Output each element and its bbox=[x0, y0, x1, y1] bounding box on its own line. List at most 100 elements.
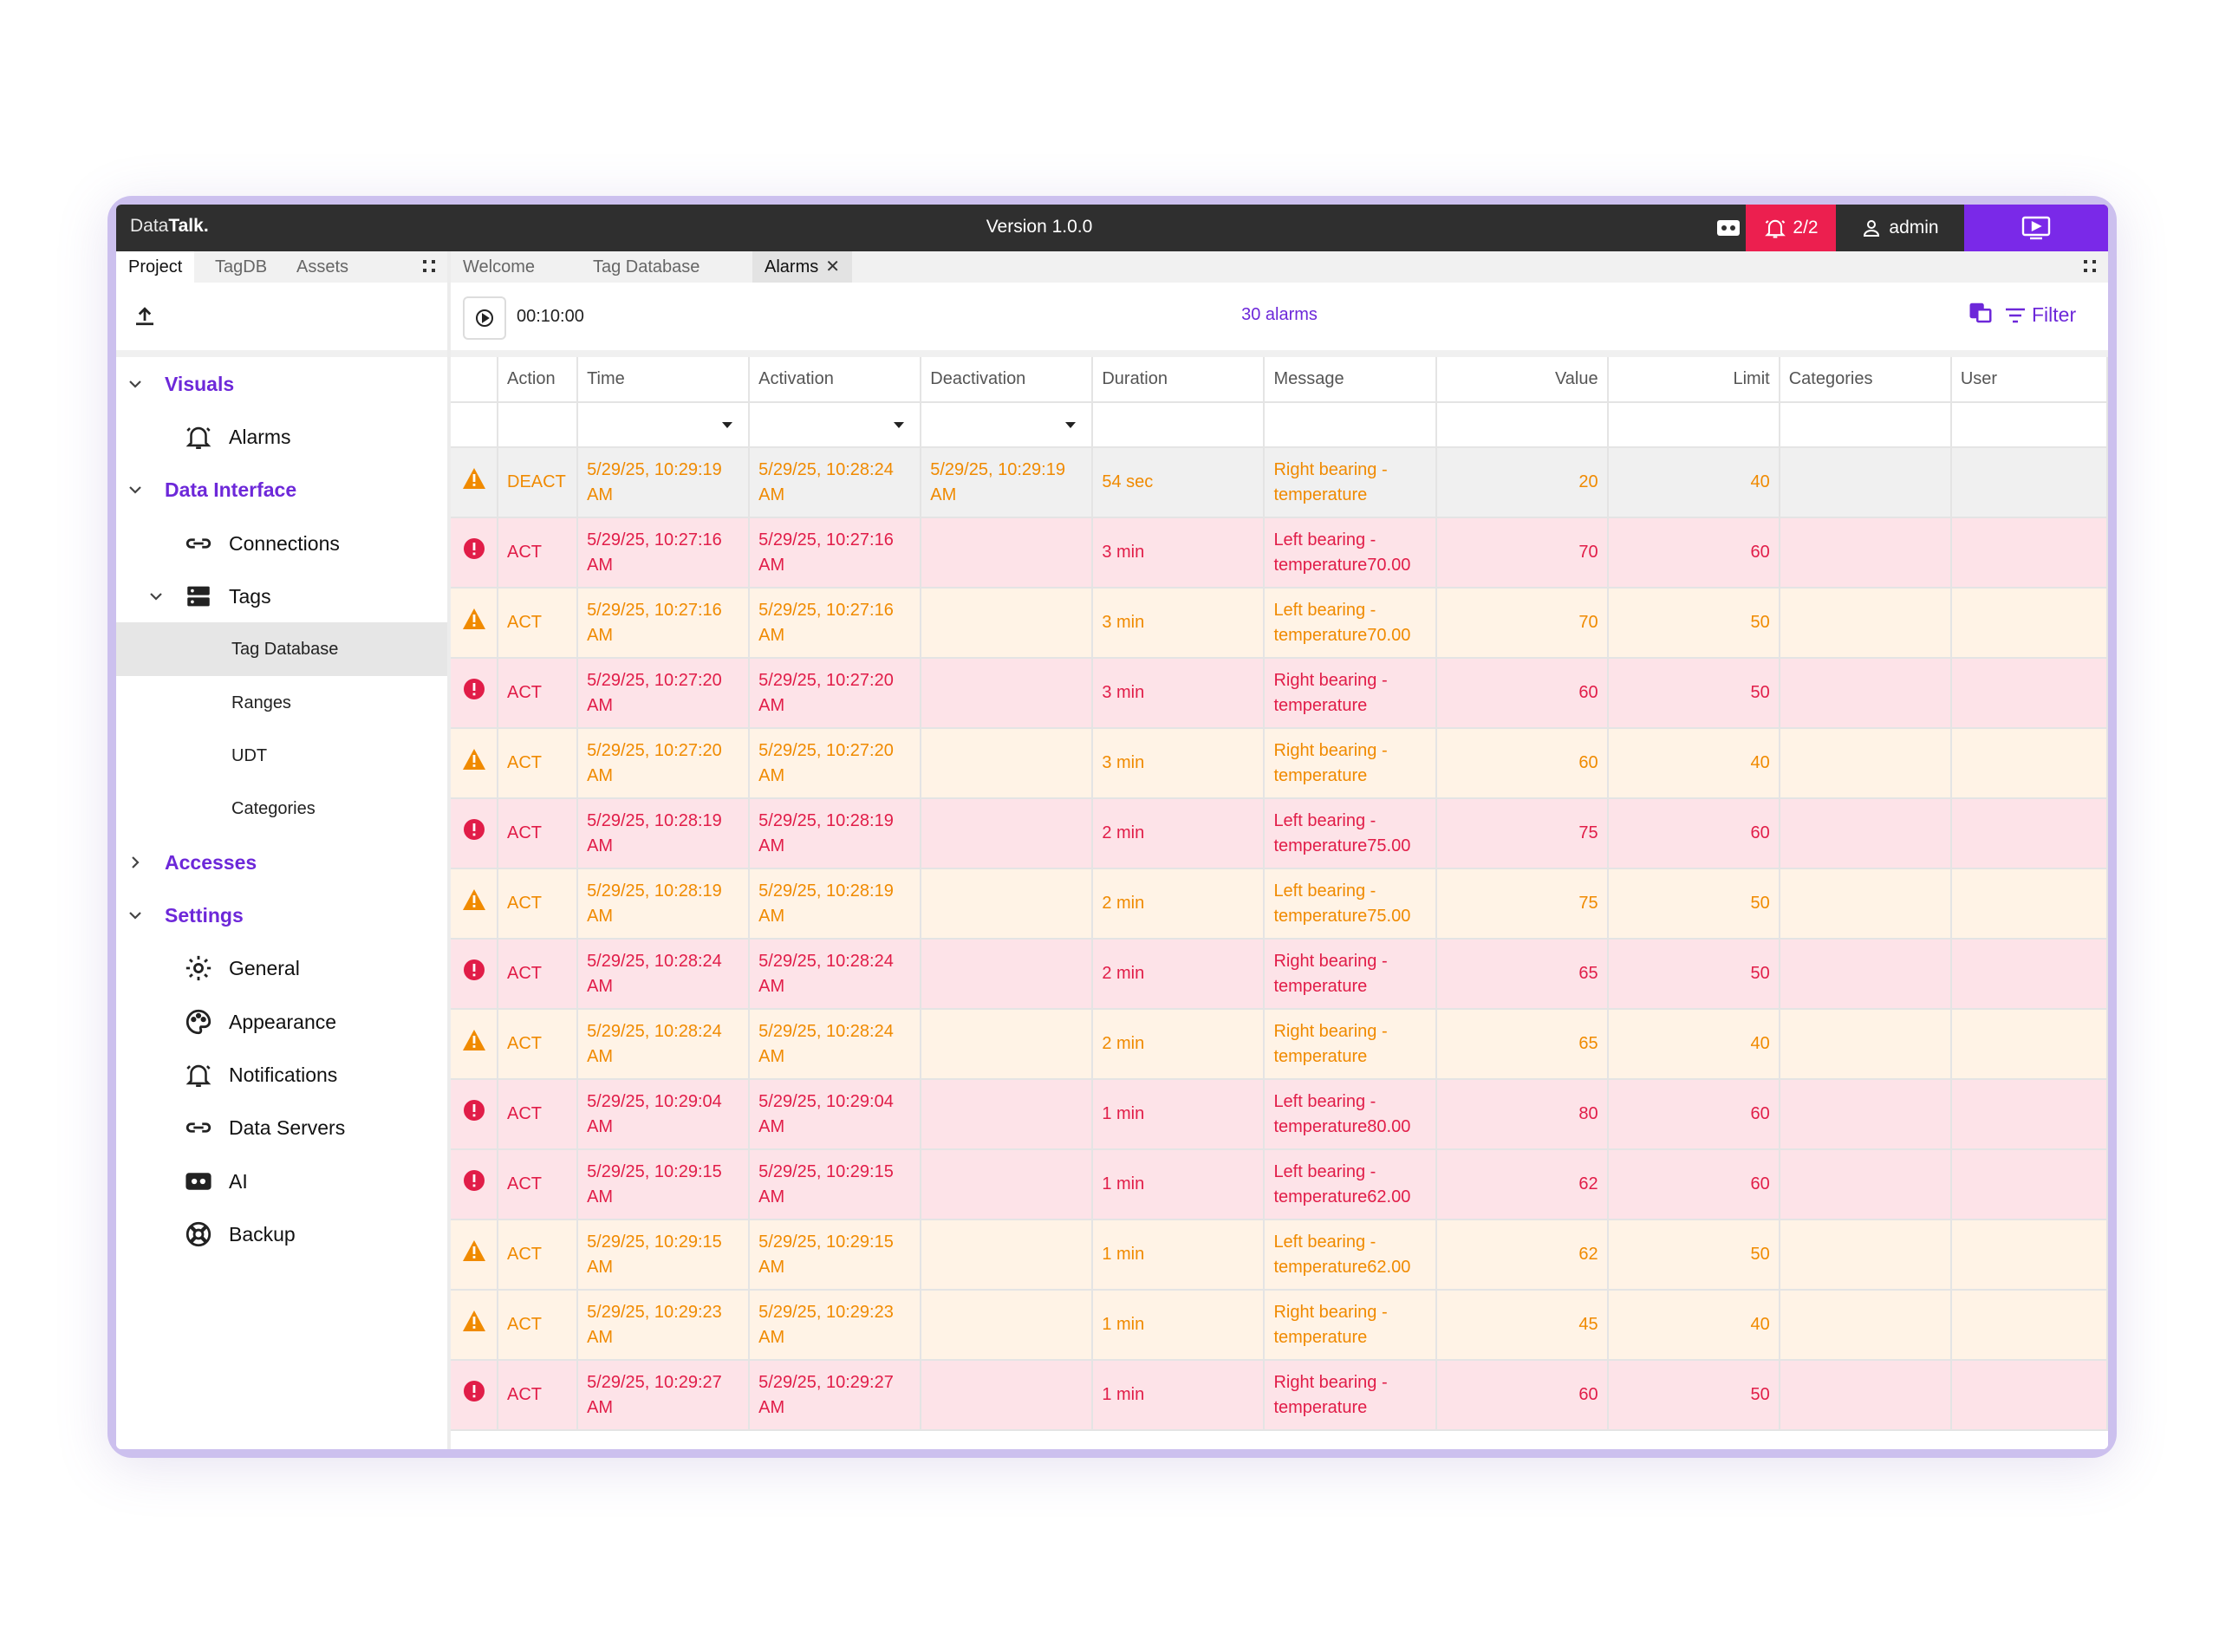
tab-assets[interactable]: Assets bbox=[296, 257, 349, 276]
column-header-time[interactable]: Time bbox=[577, 357, 751, 403]
table-row[interactable]: ACT 5/29/25, 10:27:16 AM 5/29/25, 10:27:16 A… bbox=[451, 517, 2108, 589]
tree-section-data-interface[interactable]: Data Interface bbox=[116, 463, 447, 517]
tree-item-backup[interactable]: Backup bbox=[116, 1207, 447, 1261]
time-ampm: AM bbox=[587, 906, 614, 926]
tree-item-notifications[interactable]: Notifications bbox=[116, 1048, 447, 1102]
limit-text: 50 bbox=[1750, 894, 1770, 913]
duration-text: 2 min bbox=[1102, 1034, 1145, 1053]
user-cell bbox=[1950, 1149, 2108, 1220]
table-row[interactable]: ACT 5/29/25, 10:29:15 AM 5/29/25, 10:29:15 A… bbox=[451, 1219, 2108, 1291]
expand-panel-icon[interactable] bbox=[421, 258, 437, 274]
tree-item-general[interactable]: General bbox=[116, 941, 447, 995]
tab-tagdb[interactable]: TagDB bbox=[215, 257, 268, 276]
tree-section-accesses[interactable]: Accesses bbox=[116, 836, 447, 889]
activation-ampm: AM bbox=[758, 976, 785, 996]
table-row[interactable]: ACT 5/29/25, 10:28:24 AM 5/29/25, 10:28:24 A… bbox=[451, 939, 2108, 1010]
tree-item-categories[interactable]: Categories bbox=[116, 782, 447, 836]
tree-item-ranges[interactable]: Ranges bbox=[116, 676, 447, 730]
runtime-view-button[interactable] bbox=[1964, 205, 2108, 251]
tree-item-tags[interactable]: Tags bbox=[116, 569, 447, 623]
column-header-categories[interactable]: Categories bbox=[1779, 357, 1952, 403]
activation-date: 5/29/25, 10:29:23 bbox=[758, 1302, 894, 1322]
time-ampm: AM bbox=[587, 1257, 614, 1277]
tab-alarms[interactable]: Alarms ✕ bbox=[752, 251, 852, 283]
activation-filter-dropdown[interactable] bbox=[749, 402, 922, 448]
time-cell: 5/29/25, 10:27:20 AM bbox=[577, 658, 751, 729]
table-row[interactable]: ACT 5/29/25, 10:29:04 AM 5/29/25, 10:29:04 A… bbox=[451, 1079, 2108, 1150]
table-row[interactable]: ACT 5/29/25, 10:29:23 AM 5/29/25, 10:29:23 A… bbox=[451, 1290, 2108, 1361]
alarm-toolbar: 00:10:00 30 alarms Filter bbox=[451, 283, 2108, 350]
column-header-message[interactable]: Message bbox=[1264, 357, 1437, 403]
column-header-limit[interactable]: Limit bbox=[1607, 357, 1780, 403]
activation-date: 5/29/25, 10:27:20 bbox=[758, 670, 894, 690]
filter-cell[interactable] bbox=[1779, 402, 1952, 448]
active-alarms-button[interactable]: 2/2 bbox=[1746, 205, 1836, 251]
duration-text: 2 min bbox=[1102, 964, 1145, 983]
ai-assistant-button[interactable] bbox=[1694, 205, 1763, 251]
tree-item-udt[interactable]: UDT bbox=[116, 729, 447, 783]
tab-welcome[interactable]: Welcome bbox=[463, 257, 535, 276]
expand-panel-icon[interactable] bbox=[2082, 258, 2098, 274]
alarm-badge-count: 2/2 bbox=[1793, 218, 1819, 237]
table-row[interactable]: ACT 5/29/25, 10:27:16 AM 5/29/25, 10:27:16 A… bbox=[451, 588, 2108, 659]
deactivation-cell bbox=[921, 939, 1094, 1010]
table-row[interactable]: ACT 5/29/25, 10:28:19 AM 5/29/25, 10:28:19 A… bbox=[451, 798, 2108, 869]
limit-cell: 60 bbox=[1607, 1079, 1780, 1150]
activation-date: 5/29/25, 10:28:24 bbox=[758, 951, 894, 971]
alarm-circle-icon bbox=[462, 817, 486, 849]
tree-item-tag-database[interactable]: Tag Database bbox=[116, 622, 447, 676]
close-tab-icon[interactable]: ✕ bbox=[825, 257, 840, 276]
column-header-duration[interactable]: Duration bbox=[1092, 357, 1266, 403]
deactivation-cell bbox=[921, 1219, 1094, 1291]
play-button[interactable] bbox=[463, 296, 506, 340]
deactivation-filter-dropdown[interactable] bbox=[921, 402, 1094, 448]
value-cell: 70 bbox=[1435, 588, 1609, 659]
column-header-deactivation[interactable]: Deactivation bbox=[921, 357, 1094, 403]
table-row[interactable]: ACT 5/29/25, 10:28:24 AM 5/29/25, 10:28:24 A… bbox=[451, 1009, 2108, 1080]
table-row[interactable]: DEACT 5/29/25, 10:29:19 AM 5/29/25, 10:28:2… bbox=[451, 447, 2108, 518]
column-header-action[interactable]: Action bbox=[498, 357, 579, 403]
warning-triangle-icon bbox=[461, 466, 487, 498]
filter-cell[interactable] bbox=[1435, 402, 1609, 448]
table-row[interactable]: ACT 5/29/25, 10:28:19 AM 5/29/25, 10:28:19 A… bbox=[451, 868, 2108, 940]
table-row[interactable]: ACT 5/29/25, 10:27:20 AM 5/29/25, 10:27:20 A… bbox=[451, 728, 2108, 799]
column-header-activation[interactable]: Activation bbox=[749, 357, 922, 403]
filter-cell[interactable] bbox=[1264, 402, 1437, 448]
tab-tag-database[interactable]: Tag Database bbox=[593, 257, 700, 276]
tab-project[interactable]: Project bbox=[116, 251, 195, 283]
action-cell: ACT bbox=[498, 1079, 579, 1150]
limit-cell: 60 bbox=[1607, 1149, 1780, 1220]
action-text: ACT bbox=[507, 543, 543, 562]
upload-icon[interactable] bbox=[132, 303, 158, 329]
column-header-value[interactable]: Value bbox=[1435, 357, 1609, 403]
value-cell: 45 bbox=[1435, 1290, 1609, 1361]
tree-item-connections[interactable]: Connections bbox=[116, 517, 447, 570]
tree-item-alarms[interactable]: Alarms bbox=[116, 410, 447, 464]
table-row[interactable]: ACT 5/29/25, 10:29:27 AM 5/29/25, 10:29:27 A… bbox=[451, 1360, 2108, 1431]
column-header-severity[interactable] bbox=[451, 357, 499, 403]
message-cell: Right bearing - temperature bbox=[1264, 1009, 1437, 1080]
tree-section-visuals[interactable]: Visuals bbox=[116, 357, 447, 411]
filter-cell[interactable] bbox=[498, 402, 579, 448]
table-row[interactable]: ACT 5/29/25, 10:29:15 AM 5/29/25, 10:29:15 A… bbox=[451, 1149, 2108, 1220]
columns-icon[interactable] bbox=[1968, 300, 1994, 326]
time-filter-dropdown[interactable] bbox=[577, 402, 751, 448]
message-line-2: temperature62.00 bbox=[1273, 1187, 1411, 1206]
value-text: 80 bbox=[1578, 1104, 1598, 1123]
tree-item-data-servers[interactable]: Data Servers bbox=[116, 1101, 447, 1154]
filter-cell[interactable] bbox=[1607, 402, 1780, 448]
table-row[interactable]: ACT 5/29/25, 10:27:20 AM 5/29/25, 10:27:20 A… bbox=[451, 658, 2108, 729]
filter-button[interactable]: Filter bbox=[2004, 303, 2076, 327]
value-text: 60 bbox=[1578, 683, 1598, 702]
activation-date: 5/29/25, 10:29:15 bbox=[758, 1161, 894, 1181]
filter-cell[interactable] bbox=[1950, 402, 2108, 448]
user-menu-button[interactable]: admin bbox=[1836, 205, 1964, 251]
value-cell: 75 bbox=[1435, 868, 1609, 940]
tree-section-settings[interactable]: Settings bbox=[116, 888, 447, 942]
severity-cell bbox=[451, 658, 499, 729]
filter-cell[interactable] bbox=[1092, 402, 1266, 448]
tree-item-appearance[interactable]: Appearance bbox=[116, 995, 447, 1049]
tree-item-ai[interactable]: AI bbox=[116, 1154, 447, 1208]
column-header-user[interactable]: User bbox=[1950, 357, 2108, 403]
limit-cell: 50 bbox=[1607, 939, 1780, 1010]
